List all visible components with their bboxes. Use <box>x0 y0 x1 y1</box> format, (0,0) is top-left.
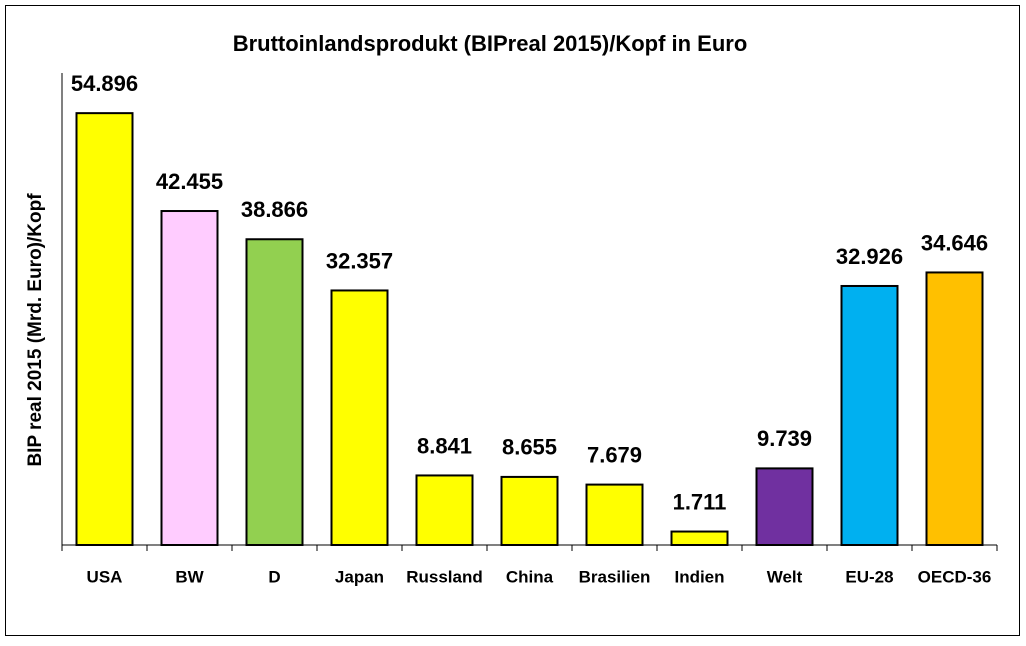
x-tick-label: BW <box>175 567 204 586</box>
x-tick-label: China <box>506 567 554 586</box>
x-tick-label: Russland <box>406 567 483 586</box>
bar <box>840 284 899 546</box>
y-axis-label: BIP real 2015 (Mrd. Euro)/Kopf <box>25 193 46 467</box>
data-label: 8.841 <box>417 433 472 458</box>
chart-title: Bruttoinlandsprodukt (BIPreal 2015)/Kopf… <box>233 31 748 56</box>
data-label: 34.646 <box>921 230 988 255</box>
data-label: 32.926 <box>836 244 903 269</box>
bar <box>670 530 729 547</box>
x-tick-label: D <box>268 567 280 586</box>
x-tick-label: Japan <box>335 567 384 586</box>
bar <box>925 271 984 546</box>
data-label: 9.739 <box>757 426 812 451</box>
x-tick-label: EU-28 <box>845 567 893 586</box>
x-tick-label: Indien <box>674 567 724 586</box>
data-label: 1.711 <box>673 489 727 514</box>
bar <box>755 467 814 546</box>
data-label: 8.655 <box>502 435 557 460</box>
bar <box>415 474 474 547</box>
data-label: 38.866 <box>241 197 308 222</box>
bar <box>160 210 219 546</box>
bar <box>585 483 644 546</box>
data-label: 42.455 <box>156 169 223 194</box>
data-label: 54.896 <box>71 71 138 96</box>
x-tick-label: USA <box>87 567 123 586</box>
bar <box>330 289 389 546</box>
x-tick-label: Welt <box>767 567 803 586</box>
data-label: 7.679 <box>587 442 642 467</box>
x-tick-label: Brasilien <box>579 567 651 586</box>
bar <box>75 112 134 547</box>
data-label: 32.357 <box>326 248 393 273</box>
x-tick-label: OECD-36 <box>918 567 992 586</box>
bar <box>500 475 559 546</box>
bar <box>245 238 304 547</box>
